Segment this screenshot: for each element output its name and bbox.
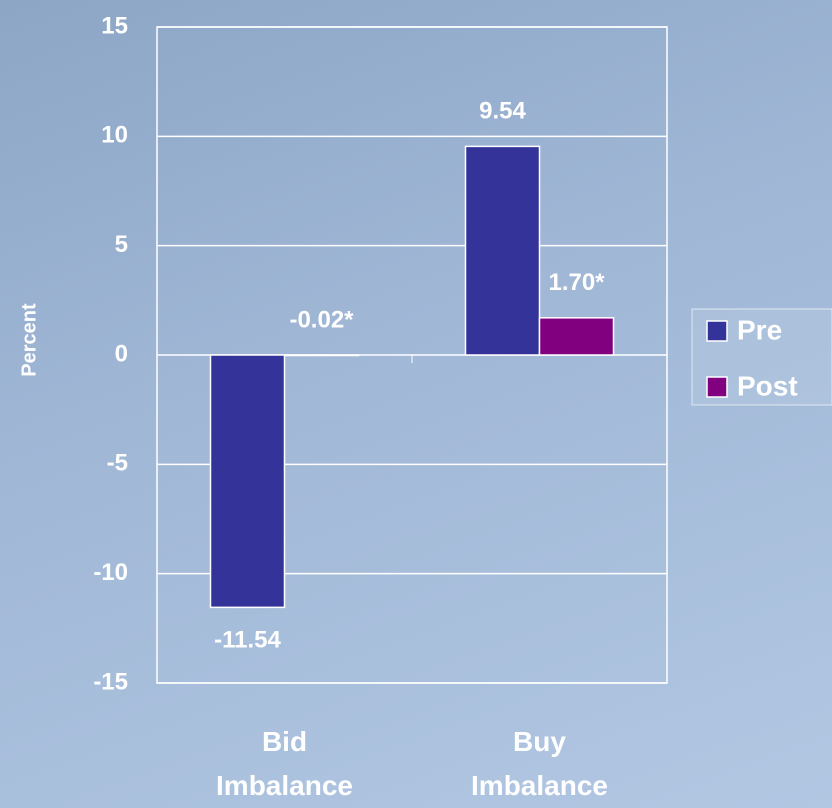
bar [464, 145, 541, 356]
y-tick-label: 0 [115, 340, 128, 367]
y-tick-label: 15 [101, 12, 128, 39]
data-label: -0.02* [289, 306, 354, 333]
legend-label: Post [737, 370, 798, 401]
y-tick-label: 10 [101, 122, 128, 149]
y-tick-label: -5 [107, 450, 128, 477]
bar [538, 317, 615, 356]
legend-label: Pre [737, 314, 782, 345]
y-tick-label: -15 [93, 668, 128, 695]
data-label: -11.54 [214, 627, 281, 654]
y-tick-label: -10 [93, 559, 128, 586]
x-tick-label: Bid Imbalance [216, 726, 353, 801]
x-tick-label: Buy Imbalance [471, 726, 608, 801]
data-label: 9.54 [479, 98, 526, 125]
data-label: 1.70* [548, 269, 605, 296]
bar [283, 354, 360, 357]
y-tick-label: 5 [115, 231, 128, 258]
plot-border [156, 26, 668, 684]
legend-swatch [706, 376, 728, 398]
bar [209, 354, 286, 609]
y-axis-label: Percent [18, 303, 40, 377]
legend-swatch [706, 320, 728, 342]
